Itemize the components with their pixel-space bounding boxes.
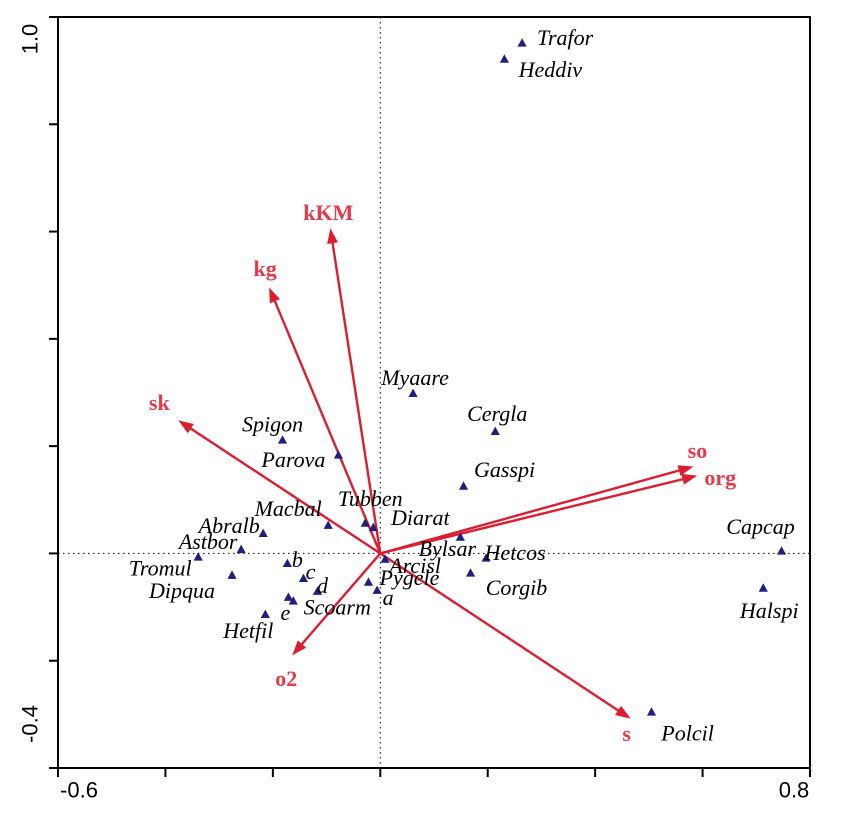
species-label-Pygele: Pygele <box>379 565 440 590</box>
env-arrow-head-org <box>681 473 698 485</box>
env-arrow-kKM <box>330 236 382 554</box>
species-label-Hetfil: Hetfil <box>222 618 273 643</box>
y-tick-label--0.4: -0.4 <box>18 705 43 743</box>
species-point-Spigon <box>277 435 288 444</box>
species-point-Dipqua <box>227 570 237 579</box>
species-point-Polcil <box>646 707 657 716</box>
species-label-Tromul: Tromul <box>129 556 192 581</box>
species-label-Scoarm: Scoarm <box>304 595 371 620</box>
species-label-e: e <box>281 600 291 625</box>
species-point-Halspi <box>758 583 768 592</box>
species-label-c: c <box>306 559 316 584</box>
env-arrow-head-so <box>677 465 694 476</box>
env-arrow-sk <box>184 423 381 555</box>
species-point-Bylsar <box>455 532 465 541</box>
env-arrow-label-s: s <box>622 721 631 746</box>
species-point-Heddiv <box>499 54 509 63</box>
species-label-Capcap: Capcap <box>726 514 794 539</box>
env-arrow-org <box>379 476 690 555</box>
species-point-b <box>282 558 292 568</box>
species-label-Parova: Parova <box>260 447 325 472</box>
env-arrow-head-o2 <box>292 640 307 656</box>
species-label-Bylsar: Bylsar <box>419 536 477 561</box>
env-arrow-label-sk: sk <box>149 390 171 415</box>
env-arrow-label-kKM: kKM <box>303 200 353 225</box>
species-point-e <box>283 592 294 601</box>
species-label-b: b <box>292 547 303 572</box>
species-point-Corgib <box>465 568 476 577</box>
y-tick-label-1.0: 1.0 <box>18 24 43 55</box>
species-point-Capcap <box>776 546 787 555</box>
x-tick-label--0.6: -0.6 <box>60 778 98 803</box>
species-label-Corgib: Corgib <box>486 575 548 600</box>
species-label-Gasspi: Gasspi <box>474 457 535 482</box>
species-label-Diarat: Diarat <box>390 505 451 530</box>
species-point-Cergla <box>490 426 500 436</box>
species-label-Polcil: Polcil <box>660 721 714 746</box>
species-point-a <box>372 585 382 594</box>
species-point-Pygele <box>363 577 374 586</box>
species-label-Trafor: Trafor <box>537 25 594 50</box>
species-point-Abralb <box>258 528 268 537</box>
env-arrow-label-kg: kg <box>253 256 276 281</box>
species-point-Arcisl <box>380 554 390 563</box>
species-label-Arcisl: Arcisl <box>387 553 441 578</box>
species-label-Astbor: Astbor <box>177 529 238 554</box>
species-label-Heddiv: Heddiv <box>518 57 583 82</box>
species-point-Gasspi <box>458 481 469 490</box>
species-label-Abralb: Abralb <box>197 513 260 538</box>
env-arrow-label-org: org <box>704 465 736 490</box>
species-point-Tromul <box>193 552 203 561</box>
env-arrow-head-s <box>615 705 631 719</box>
species-point-Myaare <box>408 388 418 397</box>
env-arrow-label-o2: o2 <box>275 666 297 691</box>
species-point-Hetfil <box>260 609 270 618</box>
species-point-Scoarm <box>288 596 298 605</box>
species-label-Cergla: Cergla <box>467 401 527 426</box>
species-point-Macbal <box>323 520 333 529</box>
species-point-Tubben <box>360 518 370 527</box>
species-point-Astbor <box>236 544 246 554</box>
species-point-Hetcos <box>481 553 491 562</box>
env-arrow-so <box>379 467 686 555</box>
species-point-Parova <box>333 450 343 459</box>
species-label-a: a <box>383 585 394 610</box>
env-arrow-kg <box>271 294 382 554</box>
plot-border <box>57 16 811 769</box>
env-arrow-head-sk <box>178 420 194 434</box>
env-arrow-head-kKM <box>327 228 339 245</box>
env-arrow-o2 <box>296 552 382 650</box>
species-label-Tubben: Tubben <box>338 486 403 511</box>
env-arrow-label-so: so <box>688 438 708 463</box>
env-arrow-head-kg <box>269 287 280 304</box>
x-tick-label-0.8: 0.8 <box>779 778 810 803</box>
species-label-d: d <box>317 573 329 598</box>
species-label-Macbal: Macbal <box>254 496 322 521</box>
species-label-Spigon: Spigon <box>242 412 303 437</box>
species-label-Dipqua: Dipqua <box>148 578 215 603</box>
species-label-Hetcos: Hetcos <box>484 540 546 565</box>
species-label-Myaare: Myaare <box>380 365 449 390</box>
species-point-c <box>298 573 309 583</box>
species-point-Trafor <box>517 38 527 47</box>
env-arrow-s <box>379 552 625 716</box>
species-point-d <box>312 586 323 595</box>
species-point-Diarat <box>368 522 378 532</box>
species-label-Halspi: Halspi <box>739 598 799 623</box>
